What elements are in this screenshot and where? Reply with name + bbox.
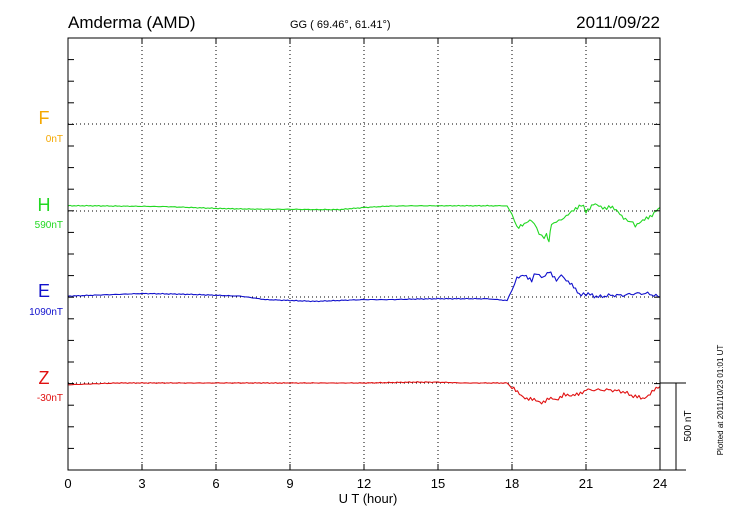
scale-bar: 500 nT	[660, 382, 694, 471]
channel-label-e: E	[38, 281, 50, 301]
baseline-label-f: 0nT	[46, 134, 63, 145]
trace-e	[67, 271, 661, 303]
trace-h	[67, 203, 661, 243]
x-axis-label: U T (hour)	[339, 491, 398, 506]
plotted-at-note: Plotted at 2011/10/23 01:01 UT	[716, 345, 725, 456]
x-tick-label: 15	[431, 476, 445, 491]
x-tick-label: 18	[505, 476, 519, 491]
x-tick-label: 9	[286, 476, 293, 491]
axis-ticks	[67, 38, 661, 470]
baseline-label-e: 1090nT	[29, 307, 63, 318]
channel-label-h: H	[38, 195, 51, 215]
x-tick-label: 12	[357, 476, 371, 491]
trace-z	[68, 381, 661, 405]
channel-label-f: F	[39, 108, 50, 128]
grid	[68, 38, 660, 470]
baseline-label-z: -30nT	[37, 393, 63, 404]
station-coords: GG ( 69.46°, 61.41°)	[290, 19, 391, 31]
x-tick-label: 0	[64, 476, 71, 491]
channel-label-z: Z	[39, 368, 50, 388]
baseline-label-h: 590nT	[35, 220, 63, 231]
station-title: Amderma (AMD)	[68, 13, 196, 32]
traces	[67, 203, 661, 405]
scale-bar-label: 500 nT	[683, 410, 694, 441]
x-tick-label: 3	[138, 476, 145, 491]
x-tick-label: 6	[212, 476, 219, 491]
plot-date: 2011/09/22	[576, 13, 660, 32]
x-tick-label: 21	[579, 476, 593, 491]
x-tick-labels: 0 3 6 9 12 15 18 21 24	[64, 476, 667, 491]
x-tick-label: 24	[653, 476, 667, 491]
